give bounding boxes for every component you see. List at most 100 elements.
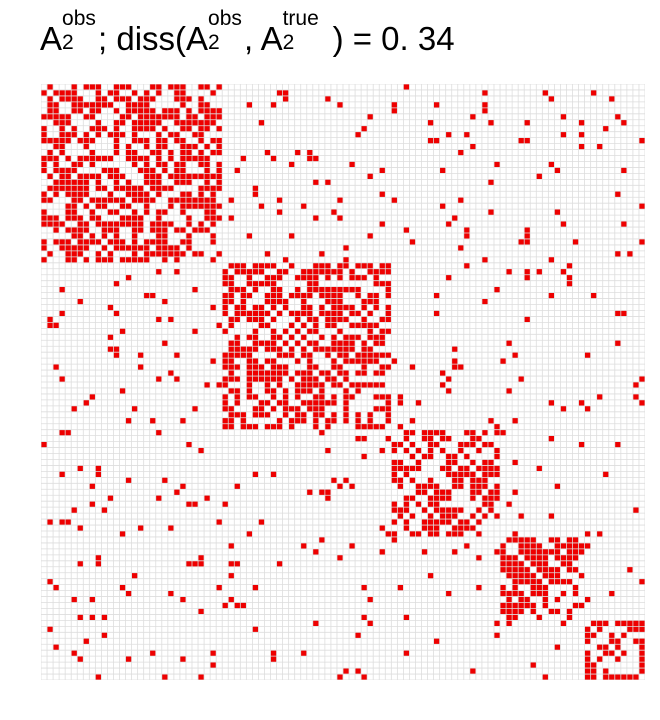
edge-cell: [518, 548, 525, 555]
edge-cell: [336, 382, 343, 388]
edge-cell: [264, 149, 271, 156]
edge-cell: [101, 507, 108, 514]
edge-cell: [288, 346, 295, 353]
edge-cell: [270, 286, 277, 293]
edge-cell: [288, 352, 295, 359]
edge-cell: [113, 173, 120, 180]
edge-cell: [216, 185, 223, 192]
edge-cell: [228, 358, 235, 365]
edge-cell: [53, 179, 60, 186]
edge-cell: [427, 447, 434, 454]
edge-cell: [463, 131, 470, 138]
edge-cell: [71, 167, 78, 174]
edge-cell: [155, 173, 162, 180]
edge-cell: [487, 507, 494, 514]
edge-cell: [638, 578, 645, 585]
edge-cell: [155, 89, 162, 96]
edge-cell: [445, 465, 452, 472]
edge-cell: [500, 429, 507, 436]
edge-cell: [379, 405, 386, 412]
edge-cell: [131, 101, 138, 108]
edge-cell: [41, 209, 48, 216]
edge-cell: [270, 274, 277, 281]
edge-cell: [270, 328, 277, 335]
edge-cell: [113, 125, 120, 132]
edge-cell: [578, 399, 585, 406]
edge-cell: [240, 155, 247, 162]
edge-cell: [536, 268, 543, 275]
edge-cell: [330, 334, 337, 341]
edge-cell: [77, 185, 84, 192]
edge-cell: [324, 316, 331, 323]
edge-cell: [518, 602, 525, 609]
edge-cell: [330, 346, 337, 353]
edge-cell: [198, 155, 205, 162]
edge-cell: [173, 179, 180, 186]
edge-cell: [481, 441, 488, 448]
edge-cell: [59, 310, 66, 317]
edge-cell: [161, 167, 168, 174]
edge-cell: [282, 256, 289, 263]
edge-cell: [343, 668, 350, 675]
edge-cell: [234, 364, 241, 371]
edge-cell: [89, 84, 96, 90]
edge-cell: [71, 84, 78, 90]
edge-cell: [367, 173, 374, 180]
edge-cell: [210, 304, 217, 311]
edge-cell: [566, 542, 573, 549]
edge-cell: [403, 501, 410, 508]
edge-cell: [542, 590, 549, 597]
edge-cell: [330, 298, 337, 305]
edge-cell: [185, 441, 192, 448]
edge-cell: [53, 238, 60, 245]
edge-cell: [173, 173, 180, 180]
edge-cell: [41, 131, 48, 138]
edge-cell: [409, 453, 416, 460]
edge-cell: [602, 674, 609, 680]
edge-cell: [548, 608, 555, 615]
edge-cell: [167, 113, 174, 120]
edge-cell: [566, 548, 573, 555]
edge-cell: [179, 191, 186, 198]
edge-cell: [560, 268, 567, 275]
edge-cell: [590, 632, 597, 639]
edge-cell: [318, 429, 325, 436]
edge-cell: [343, 417, 350, 424]
edge-cell: [204, 155, 211, 162]
edge-cell: [578, 572, 585, 579]
edge-cell: [113, 185, 120, 192]
edge-cell: [252, 626, 259, 633]
edge-cell: [210, 113, 217, 120]
edge-cell: [198, 173, 205, 180]
edge-cell: [379, 316, 386, 323]
edge-cell: [143, 244, 150, 251]
edge-cell: [173, 167, 180, 174]
edge-cell: [149, 107, 156, 114]
edge-cell: [506, 560, 513, 567]
edge-cell: [149, 221, 156, 228]
edge-cell: [560, 221, 567, 228]
edge-cell: [95, 185, 102, 192]
edge-cell: [276, 298, 283, 305]
edge-cell: [608, 590, 615, 597]
edge-cell: [554, 554, 561, 561]
edge-cell: [143, 167, 150, 174]
edge-cell: [415, 489, 422, 496]
edge-cell: [173, 227, 180, 233]
edge-cell: [113, 221, 120, 228]
edge-cell: [270, 650, 277, 657]
edge-cell: [481, 477, 488, 484]
edge-cell: [65, 185, 72, 192]
edge-cell: [119, 203, 126, 210]
edge-cell: [155, 316, 162, 323]
edge-cell: [524, 572, 531, 579]
edge-cell: [475, 465, 482, 472]
edge-cell: [143, 250, 150, 257]
edge-cell: [312, 399, 319, 406]
edge-cell: [397, 399, 404, 406]
edge-cell: [252, 405, 259, 412]
edge-cell: [59, 113, 66, 120]
edge-cell: [125, 84, 132, 90]
edge-cell: [330, 268, 337, 275]
